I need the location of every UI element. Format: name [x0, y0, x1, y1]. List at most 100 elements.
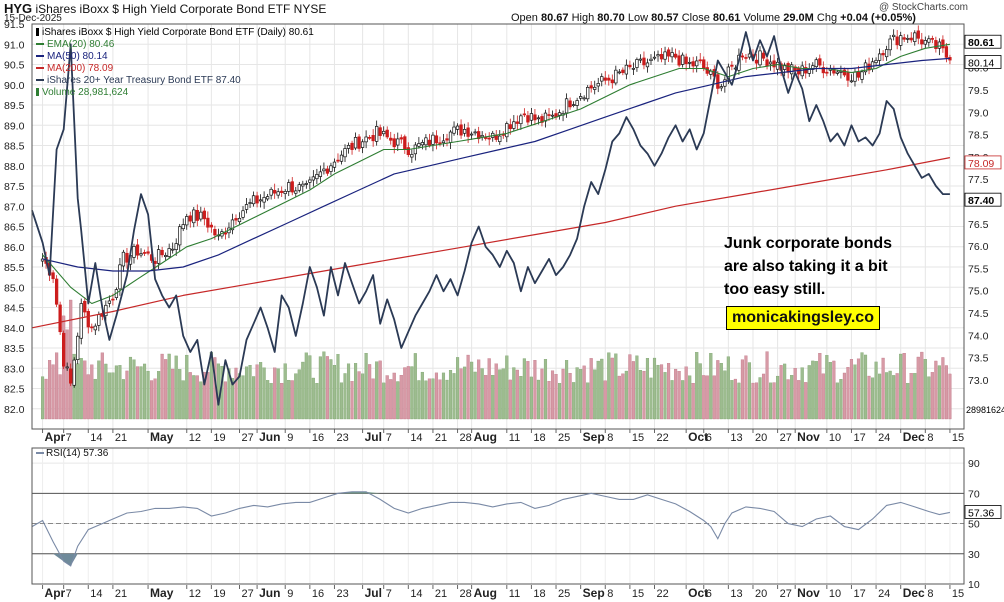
- price-candle-body: [522, 113, 527, 116]
- volume-bar: [828, 362, 832, 420]
- volume-bar: [930, 372, 934, 420]
- volume-bar: [41, 376, 45, 420]
- series-lines: [31, 31, 951, 406]
- volume-bar: [740, 359, 744, 420]
- price-candle-body: [304, 183, 308, 185]
- volume-bar: [90, 364, 94, 420]
- price-candle-body: [906, 37, 910, 40]
- price-candle-body: [79, 303, 83, 339]
- legend-swatch: [36, 67, 44, 70]
- x-axis-rsi-tick-label: Sep: [583, 586, 605, 600]
- volume-bar: [107, 372, 111, 420]
- volume-bar: [55, 352, 59, 420]
- low-value: 80.57: [651, 12, 679, 24]
- price-candle-body: [248, 202, 252, 204]
- price-candle-body: [417, 143, 421, 147]
- volume-bar: [758, 377, 762, 420]
- price-candle-body: [188, 215, 192, 222]
- price-candle-body: [339, 154, 344, 162]
- volume-bar: [420, 371, 424, 420]
- x-axis-main-tick-label: 15: [632, 432, 644, 444]
- price-candle-body: [775, 61, 780, 70]
- volume-bar: [821, 373, 825, 420]
- price-candle-body: [237, 217, 242, 223]
- legend-label: iShares 20+ Year Treasury Bond ETF 87.40: [47, 75, 241, 86]
- price-candle-body: [360, 141, 365, 148]
- x-axis-rsi-tick-label: 27: [242, 588, 254, 600]
- volume-bar: [642, 370, 646, 420]
- price-candle-body: [934, 40, 938, 49]
- ohlc-readout: Open 80.67 High 80.70 Low 80.57 Close 80…: [511, 12, 916, 24]
- price-candle-body: [244, 204, 249, 210]
- right-axis-tick-label: 79.0: [968, 107, 989, 119]
- chg-value: +0.04 (+0.05%): [840, 12, 916, 24]
- price-candle-body: [842, 69, 847, 76]
- volume-bars: [41, 299, 952, 420]
- volume-bar: [846, 367, 850, 420]
- right-axis-value-box: [964, 34, 1002, 49]
- x-axis-main-tick-label: Dec: [903, 430, 925, 444]
- price-candle-body: [772, 60, 776, 68]
- price-candle-body: [178, 226, 182, 246]
- price-candle-body: [902, 37, 906, 40]
- frames: [31, 23, 965, 585]
- price-candle-body: [367, 136, 372, 139]
- rsi-overbought-fill: [337, 491, 381, 494]
- price-candle-body: [505, 123, 509, 138]
- x-axis-main-tick-label: 27: [242, 432, 254, 444]
- volume-bar: [733, 378, 737, 420]
- rsi-axis-tick-label: 30: [968, 549, 980, 561]
- price-candle-body: [97, 314, 101, 326]
- rsi-swatch: [36, 452, 44, 455]
- x-axis-main-tick-label: 7: [66, 432, 72, 444]
- left-axis-tick-label: 84.0: [4, 323, 25, 335]
- right-axis-value-label: 80.14: [968, 57, 994, 69]
- price-candle-body: [132, 246, 136, 258]
- volume-bar: [747, 362, 752, 420]
- volume-bar: [262, 367, 266, 420]
- volume-bar: [572, 382, 576, 420]
- volume-bar: [484, 375, 488, 420]
- price-candle-body: [723, 79, 727, 87]
- price-candle-body: [881, 52, 885, 56]
- volume-bar: [135, 366, 140, 420]
- x-axis-rsi-tick-label: 14: [410, 588, 422, 600]
- volume-bar: [561, 368, 565, 420]
- price-candle-body: [927, 38, 931, 43]
- website-badge: monicakingsley.co: [726, 306, 880, 330]
- volume-bar: [786, 379, 790, 420]
- price-candle-body: [473, 131, 477, 134]
- volume-bar: [403, 367, 407, 420]
- price-candle-body: [181, 224, 185, 230]
- exchange: NYSE: [293, 2, 327, 16]
- volume-bar: [441, 372, 446, 420]
- volume-bar: [804, 382, 808, 420]
- price-candle-body: [839, 71, 843, 73]
- volume-bar: [512, 367, 516, 420]
- legend-entry: MA(50) 80.14: [36, 51, 314, 63]
- volume-bar: [185, 354, 189, 420]
- price-candle-body: [944, 46, 949, 58]
- volume-bar: [375, 361, 379, 420]
- x-axis-main-tick-label: Nov: [797, 430, 820, 444]
- right-axis-tick-label: 77.5: [968, 174, 989, 186]
- price-candle-body: [508, 124, 512, 130]
- security-name: iShares iBoxx $ High Yield Corporate Bon…: [35, 2, 291, 16]
- volume-bar: [702, 375, 706, 420]
- volume-bar: [621, 373, 625, 420]
- left-axis-tick-label: 87.5: [4, 181, 25, 193]
- price-candle-body: [171, 248, 175, 251]
- volume-bar: [413, 353, 417, 420]
- x-axis-rsi-tick-label: 10: [829, 588, 841, 600]
- price-candle-body: [83, 300, 87, 313]
- price-candle-body: [645, 62, 650, 68]
- volume-bar: [688, 375, 692, 420]
- price-candle-body: [111, 298, 115, 301]
- legend-swatch: [36, 88, 39, 97]
- x-axis-rsi-tick-label: Apr: [45, 586, 66, 600]
- volume-bar: [128, 356, 133, 420]
- price-candle-body: [441, 140, 446, 144]
- price-candle-body: [719, 86, 723, 89]
- price-candle-body: [930, 38, 934, 40]
- annotation-line-3: too easy still.: [724, 281, 826, 298]
